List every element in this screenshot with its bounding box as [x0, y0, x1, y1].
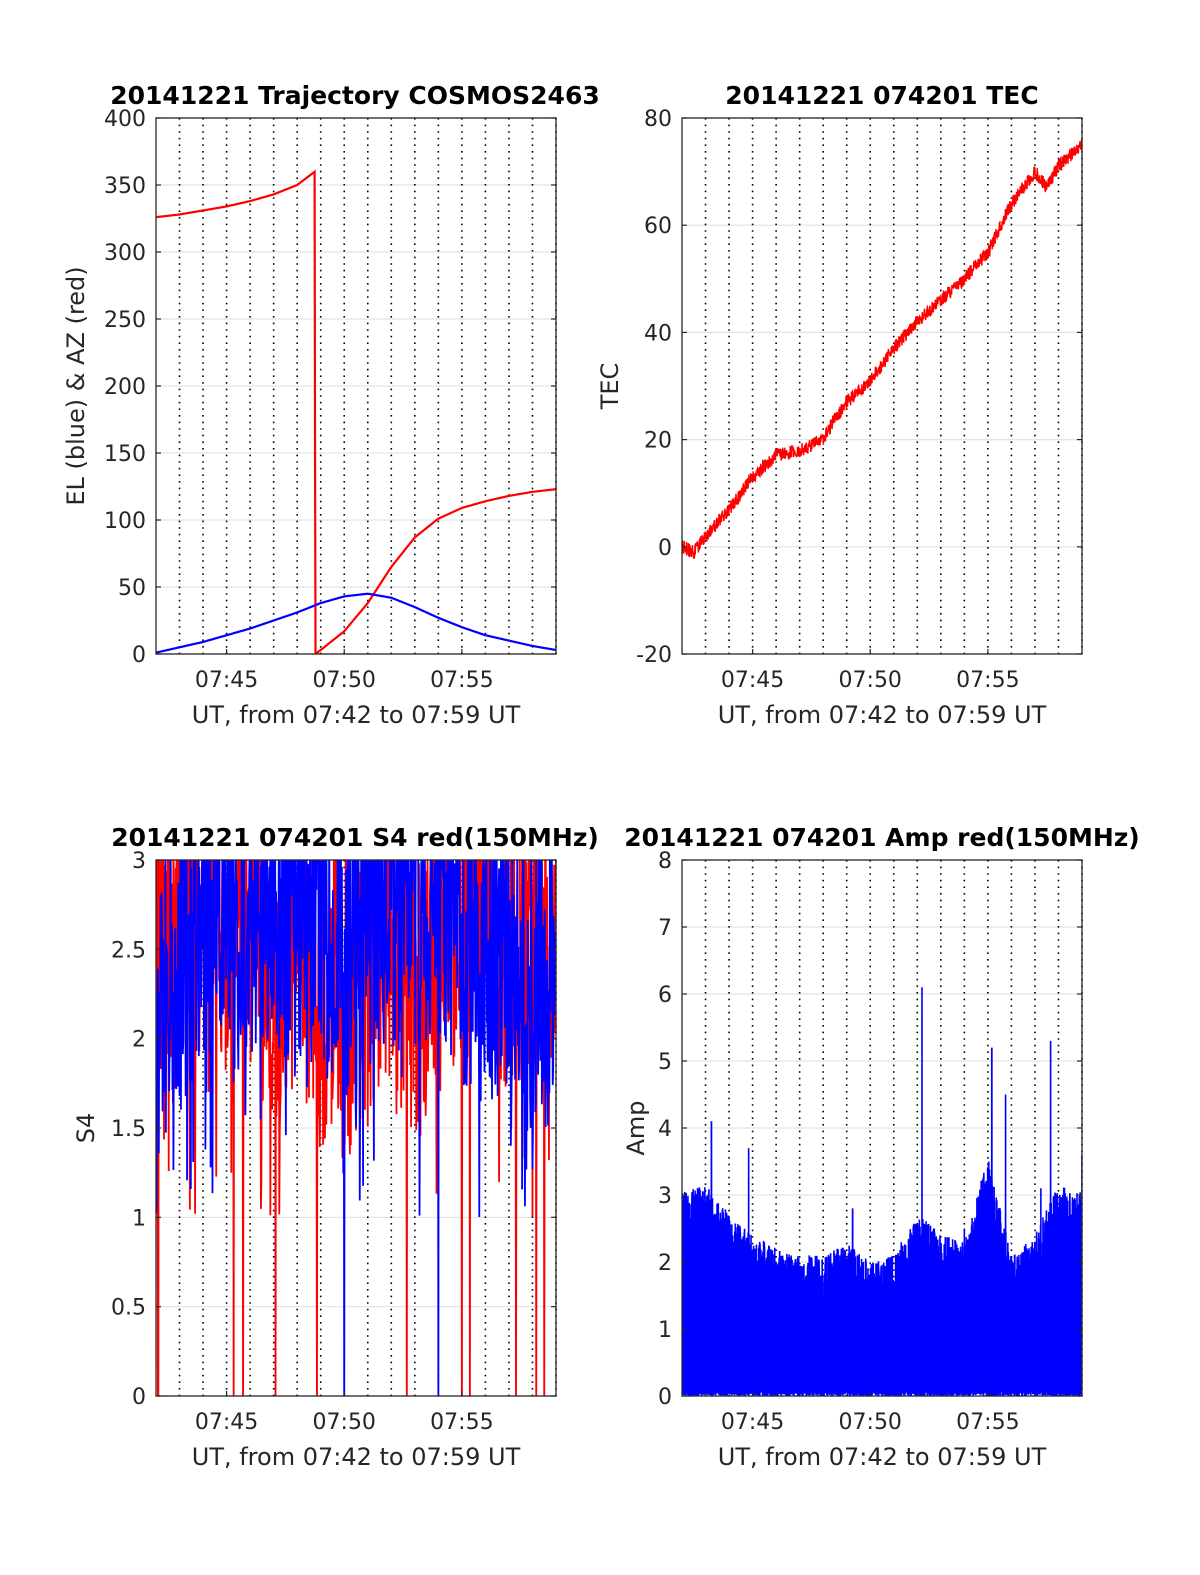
- x-tick-label: 07:45: [721, 1410, 784, 1435]
- y-tick-label: 2: [132, 1028, 146, 1053]
- y-tick-label: 5: [658, 1050, 672, 1075]
- x-tick-label: 07:55: [956, 1410, 1019, 1435]
- x-tick-label: 07:45: [721, 668, 784, 693]
- axes-box: [681, 117, 1083, 655]
- x-axis-label: UT, from 07:42 to 07:59 UT: [718, 1443, 1047, 1471]
- y-axis-label: EL (blue) & AZ (red): [62, 266, 90, 505]
- y-tick-label: 7: [658, 916, 672, 941]
- x-tick-label: 07:55: [430, 1410, 493, 1435]
- panel-amp: 0 1 2 3 4 5 6 7 8 07:45 07:50 07:55 20141221 074201 …: [622, 823, 1140, 1471]
- y-tick-label: 100: [104, 509, 146, 534]
- x-tick-label: 07:45: [195, 668, 258, 693]
- x-axis-label: UT, from 07:42 to 07:59 UT: [718, 701, 1047, 729]
- data-layer: [156, 169, 556, 654]
- y-tick-label: 3: [132, 849, 146, 874]
- y-tick-label: 0.5: [111, 1296, 146, 1321]
- series-line: [682, 139, 1082, 559]
- data-layer: [156, 860, 556, 1396]
- y-tick-label: 40: [644, 321, 672, 346]
- y-tick-label: 80: [644, 107, 672, 132]
- y-tick-label: 60: [644, 214, 672, 239]
- y-tick-label: 0: [658, 1385, 672, 1410]
- y-tick-label: 0: [658, 536, 672, 561]
- y-tick-label: 1.5: [111, 1117, 146, 1142]
- x-axis-label: UT, from 07:42 to 07:59 UT: [192, 701, 521, 729]
- y-tick-label: 2.5: [111, 938, 146, 963]
- y-tick-label: -20: [636, 643, 672, 668]
- y-tick-label: 150: [104, 442, 146, 467]
- series-line: [156, 169, 556, 654]
- x-tick-label: 07:55: [430, 668, 493, 693]
- y-tick-label: 4: [658, 1117, 672, 1142]
- y-tick-label: 1: [132, 1206, 146, 1231]
- x-tick-label: 07:50: [839, 668, 902, 693]
- x-tick-label: 07:50: [839, 1410, 902, 1435]
- y-tick-label: 400: [104, 107, 146, 132]
- y-tick-label: 300: [104, 241, 146, 266]
- x-tick-label: 07:50: [313, 1410, 376, 1435]
- y-tick-label: 2: [658, 1251, 672, 1276]
- y-tick-label: 200: [104, 375, 146, 400]
- panel-title: 20141221 074201 TEC: [725, 81, 1038, 110]
- y-tick-label: 50: [118, 576, 146, 601]
- y-tick-label: 6: [658, 983, 672, 1008]
- series-line: [156, 592, 556, 654]
- data-layer: [682, 139, 1082, 559]
- y-tick-label: 8: [658, 849, 672, 874]
- x-tick-label: 07:55: [956, 668, 1019, 693]
- data-layer: [682, 987, 1082, 1396]
- y-tick-label: 0: [132, 1385, 146, 1410]
- y-axis-label: S4: [72, 1113, 100, 1144]
- series-line: [156, 860, 556, 1396]
- y-tick-label: 3: [658, 1184, 672, 1209]
- y-tick-label: 350: [104, 174, 146, 199]
- y-tick-label: 20: [644, 429, 672, 454]
- panel-title: 20141221 Trajectory COSMOS2463: [110, 81, 600, 110]
- panel-title: 20141221 074201 Amp red(150MHz): [624, 823, 1140, 852]
- y-axis-label: TEC: [596, 363, 624, 411]
- y-tick-label: 1: [658, 1318, 672, 1343]
- x-tick-label: 07:50: [313, 668, 376, 693]
- panel-s4: 0 0.5 1 1.5 2 2.5 3 07:45 07:50 07:55 20141221 074…: [72, 823, 599, 1471]
- panel-tec: -20 0 20 40 60 80 07:45 07:50 07:55 20141221 0742…: [596, 81, 1083, 729]
- y-axis-label: Amp: [622, 1100, 650, 1155]
- plot-area: [682, 118, 1082, 654]
- x-axis-label: UT, from 07:42 to 07:59 UT: [192, 1443, 521, 1471]
- y-tick-label: 250: [104, 308, 146, 333]
- x-tick-label: 07:45: [195, 1410, 258, 1435]
- y-tick-label: 0: [132, 643, 146, 668]
- panel-trajectory: 0 50 100 150 200 250 300 350 400 07:45 07:50 07:55 2…: [62, 81, 600, 729]
- panel-title: 20141221 074201 S4 red(150MHz): [111, 823, 599, 852]
- series-line: [682, 987, 1082, 1396]
